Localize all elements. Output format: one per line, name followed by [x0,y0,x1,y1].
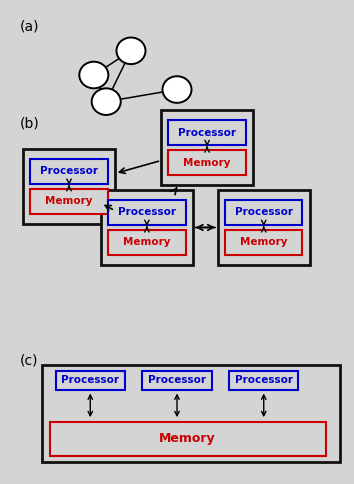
Bar [30,159,108,184]
Ellipse shape [79,62,108,89]
Text: Memory: Memory [183,158,231,167]
Bar [50,422,326,456]
Bar [169,150,246,175]
Bar [225,200,302,225]
Bar [218,190,309,265]
Bar [108,200,185,225]
Ellipse shape [116,37,145,64]
Text: (a): (a) [19,19,39,33]
Ellipse shape [162,76,192,103]
Text: Memory: Memory [123,238,171,247]
Bar [30,189,108,214]
Text: (b): (b) [19,116,39,130]
Text: Processor: Processor [40,166,98,176]
Bar [225,230,302,255]
Bar [108,230,185,255]
Text: Memory: Memory [240,238,287,247]
Bar [56,371,125,390]
Text: Processor: Processor [61,376,119,385]
Ellipse shape [92,88,121,115]
Bar [42,365,340,462]
Bar [142,371,211,390]
Bar [229,371,298,390]
Text: Memory: Memory [45,197,93,206]
Text: Processor: Processor [118,208,176,217]
Text: Processor: Processor [235,208,293,217]
Text: Processor: Processor [148,376,206,385]
Bar [161,110,253,185]
Text: Processor: Processor [178,128,236,137]
Text: Processor: Processor [235,376,293,385]
Bar [101,190,193,265]
Bar [23,149,115,224]
Text: (c): (c) [19,353,38,367]
Text: Memory: Memory [159,433,216,445]
Bar [169,120,246,145]
